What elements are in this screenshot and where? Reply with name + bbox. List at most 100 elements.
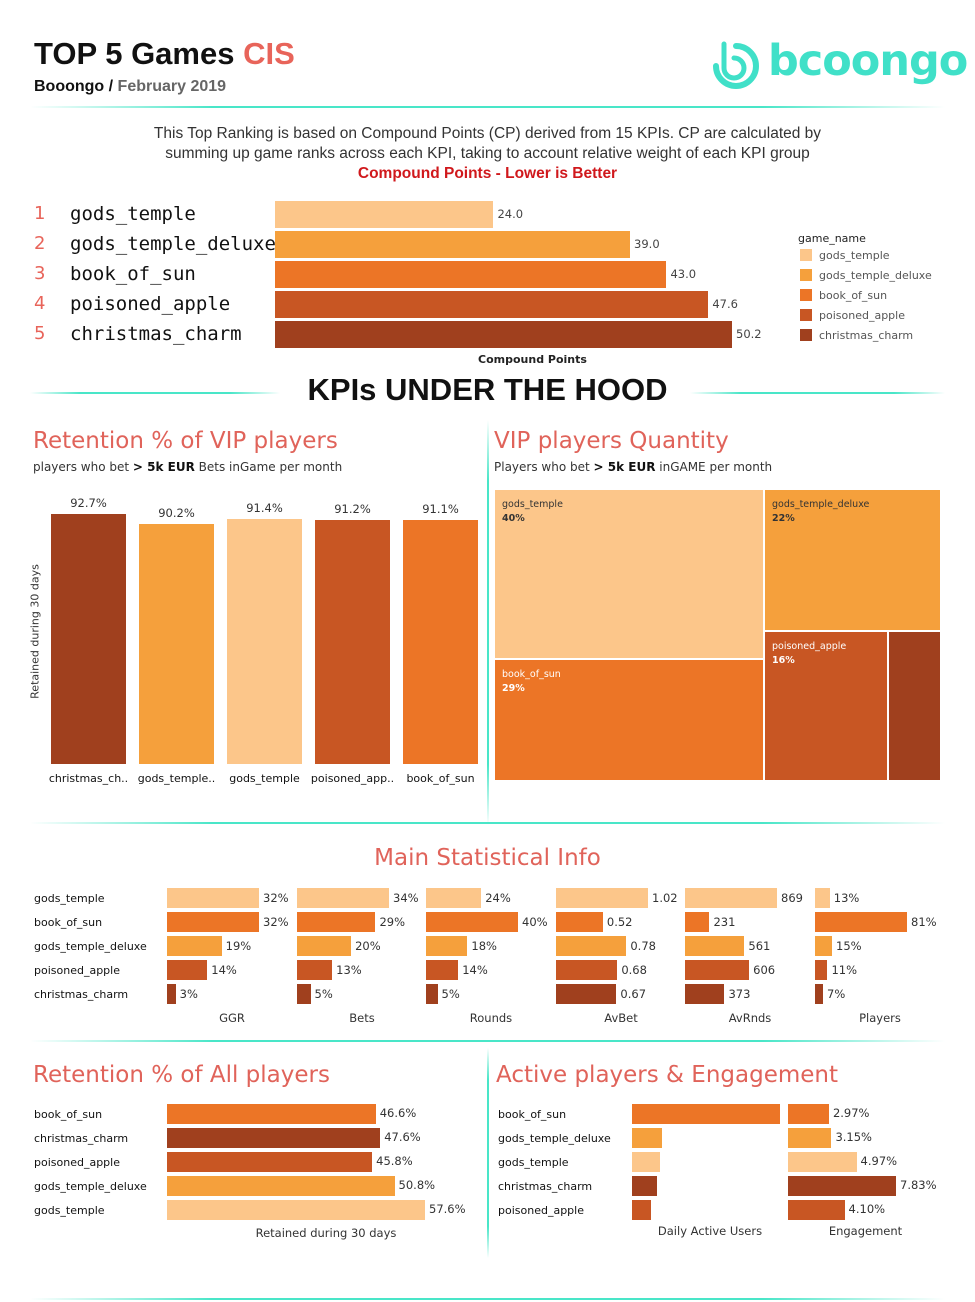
all-retention-bar [167,1200,425,1220]
stats-bar [426,888,482,908]
stats-bar [685,936,745,956]
stats-row-label: gods_temple_deluxe [34,940,147,953]
rank-bar [275,321,732,348]
stats-bar [556,888,648,908]
treemap-name: poisoned_apple [772,641,847,652]
stats-column-label: Bets [349,1011,375,1025]
all-retention-value: 47.6% [384,1130,421,1144]
rank-value-label: 47.6 [712,297,738,311]
stats-bar [167,888,259,908]
rank-value-label: 50.2 [736,327,762,341]
stats-bar [297,912,376,932]
dau-bar [632,1200,652,1220]
stats-column-label: AvBet [604,1011,638,1025]
stats-bar [556,912,603,932]
divider [30,392,280,394]
active-title: Active players & Engagement [496,1062,839,1088]
page-title: TOP 5 Games CIS [34,36,295,71]
all-retention-bar [167,1152,373,1172]
legend-title: game_name [798,232,866,245]
rank-game-name: gods_temple_deluxe [70,233,276,255]
stats-bar [815,960,828,980]
engagement-bar [788,1152,857,1172]
kpi-heading: KPIs UNDER THE HOOD [307,372,668,407]
stats-value: 24% [485,891,511,905]
legend-swatch [800,289,812,301]
stats-value: 19% [225,939,252,953]
ranking-axis-label: Compound Points [478,353,587,366]
vip-retention-value: 92.7% [70,496,107,510]
rank-number: 4 [34,293,46,314]
stats-bar [815,984,823,1004]
legend-item: poisoned_apple [800,309,905,322]
vip-retention-ylabel-wrap: Retained during 30 days [25,560,49,710]
active-row-label: book_of_sun [498,1108,567,1121]
stats-column-label: Rounds [469,1011,513,1025]
vip-retention-value: 90.2% [158,506,195,520]
dau-bar [632,1152,661,1172]
all-retention-bar [167,1176,395,1196]
treemap-name: gods_temple [502,499,563,510]
rank-game-name: gods_temple [70,203,196,225]
all-retention-bar [167,1104,376,1124]
vip-retention-subtitle: players who bet > 5k EUR Bets inGame per… [33,460,343,474]
stats-column-label: Players [859,1011,901,1025]
divider [487,420,489,825]
divider [690,392,945,394]
stats-value: 0.68 [621,963,647,977]
treemap-name: book_of_sun [502,669,561,680]
treemap-name: gods_temple_deluxe [772,499,870,510]
vip-quantity-title: VIP players Quantity [494,428,729,454]
treemap-label: book_of_sun 29% [502,668,561,696]
rank-number: 1 [34,203,46,224]
treemap-label: gods_temple 40% [502,498,563,526]
vip-retention-bar [315,520,390,764]
stats-value: 5% [441,987,460,1001]
vip-retention-bar [403,520,478,764]
stats-bar [685,888,777,908]
rank-bar [275,201,494,228]
stats-bar [685,912,710,932]
treemap-value: 16% [772,655,795,666]
stats-row-label: poisoned_apple [34,964,120,977]
rank-number: 3 [34,263,46,284]
stats-value: 3% [179,987,198,1001]
stats-value: 869 [781,891,803,905]
treemap-label: gods_temple_deluxe 22% [772,498,869,526]
legend-item: gods_temple_deluxe [800,269,932,282]
stats-bar [426,936,468,956]
stats-value: 18% [471,939,497,953]
vip-retention-bar [51,514,126,764]
stats-value: 32% [263,891,289,905]
stats-bar [297,888,389,908]
vip-retention-value: 91.4% [246,501,283,515]
intro-text: This Top Ranking is based on Compound Po… [60,124,915,184]
legend-label: gods_temple_deluxe [819,269,932,282]
treemap-cell: book_of_sun 29% [494,659,764,781]
vip-retention-category: book_of_sun [406,772,475,785]
stats-value: 14% [211,963,237,977]
stats-bar [426,984,438,1004]
stats-bar [167,984,176,1004]
engagement-bar [788,1200,845,1220]
engagement-bar [788,1176,896,1196]
legend-item: book_of_sun [800,289,887,302]
dau-xlabel: Daily Active Users [657,1224,763,1238]
vip-retention-value: 91.2% [334,502,371,516]
stats-value: 13% [336,963,362,977]
stats-value: 13% [833,891,860,905]
vip-quantity-subtitle: Players who bet > 5k EUR inGAME per mont… [494,460,773,474]
vip-retention-bar [227,519,302,764]
stats-value: 32% [263,915,289,929]
treemap-value: 22% [772,513,795,524]
legend-swatch [800,249,812,261]
intro-line-3: Compound Points - Lower is Better [357,165,618,182]
all-retention-value: 57.6% [429,1202,466,1216]
stats-bar [815,888,830,908]
stats-value: 15% [836,939,862,953]
stats-bar [297,984,311,1004]
dau-bar [632,1104,780,1124]
legend-item: christmas_charm [800,329,913,342]
vip-retention-value: 91.1% [422,502,459,516]
booongo-logo: bcoongo [706,34,968,94]
